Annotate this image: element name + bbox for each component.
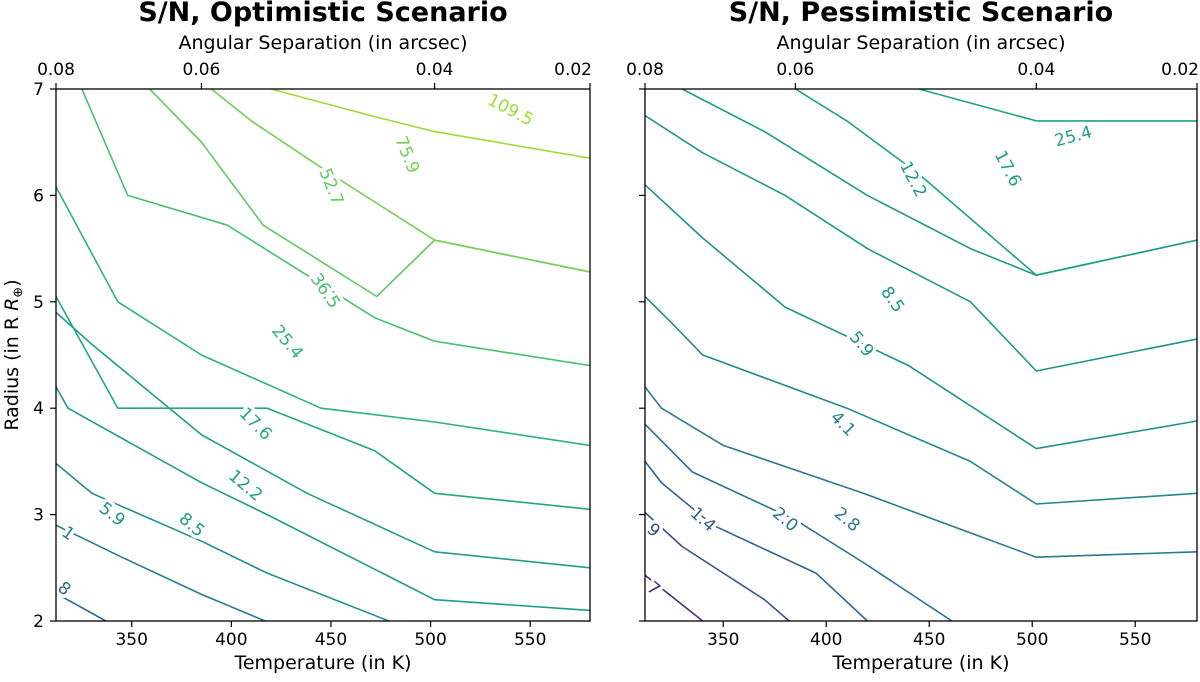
optimistic-contour-label-52.7: 52.7 <box>315 166 348 209</box>
optimistic-xtick-label: 500 <box>414 630 446 650</box>
pessimistic-contour-label-4.1: 4.1 <box>826 408 859 441</box>
pessimistic-contour-25.4 <box>918 89 1197 122</box>
pessimistic-panel: 7 9 1.4 2.0 2.8 4.1 5.9 8.5 12.2 17.6 25.4 350 400 45… <box>626 0 1199 674</box>
optimistic-contour-5.9 <box>56 462 390 621</box>
optimistic-x2tick-label: 0.04 <box>416 60 454 80</box>
optimistic-contour-25.4 <box>56 186 590 447</box>
optimistic-xtick-label: 450 <box>315 630 347 650</box>
pessimistic-contour-label-12.2: 12.2 <box>895 158 930 201</box>
optimistic-panel: 815.9 8.512.217.625.436.552.775.9109.5350… <box>1 0 592 674</box>
pessimistic-xtick-label: 550 <box>1119 630 1151 650</box>
optimistic-contour-1 <box>56 524 266 621</box>
pessimistic-contour-1.4 <box>645 460 868 621</box>
optimistic-x-axis-label: Temperature (in K) <box>233 652 411 674</box>
pessimistic-contour-7 <box>645 574 704 621</box>
pessimistic-contour-label-8.5: 8.5 <box>876 283 908 317</box>
pessimistic-contour-label-2.0: 2.0 <box>768 504 802 537</box>
optimistic-axes-frame <box>55 88 591 622</box>
pessimistic-xtick-label: 350 <box>707 630 739 650</box>
optimistic-contour-36.5 <box>81 89 590 367</box>
pessimistic-contour-label-25.4: 25.4 <box>1053 122 1095 151</box>
pessimistic-contour-label-17.6: 17.6 <box>990 147 1025 190</box>
pessimistic-contour-9 <box>645 511 790 621</box>
pessimistic-contour-2.8 <box>645 386 1197 558</box>
optimistic-contour-109.5 <box>270 89 590 159</box>
pessimistic-xtick-label: 450 <box>913 630 945 650</box>
optimistic-x2tick-label: 0.06 <box>183 60 221 80</box>
pessimistic-contour-label-1.4: 1.4 <box>686 503 719 536</box>
optimistic-x2tick-label: 0.02 <box>554 60 592 80</box>
optimistic-ytick-label: 3 <box>33 506 44 526</box>
optimistic-contour-label-5.9: 5.9 <box>95 498 129 530</box>
optimistic-contour-label-109.5: 109.5 <box>484 90 536 131</box>
pessimistic-x2tick-label: 0.02 <box>1161 60 1199 80</box>
pessimistic-contour-4.1 <box>645 295 1197 505</box>
pessimistic-title: S/N, Pessimistic Scenario <box>729 0 1113 28</box>
optimistic-contour-8.5 <box>56 386 590 612</box>
optimistic-xtick-label: 400 <box>215 630 247 650</box>
optimistic-contour-75.9 <box>210 89 590 273</box>
pessimistic-x2-axis-label: Angular Separation (in arcsec) <box>777 32 1066 54</box>
pessimistic-contour-2.0 <box>645 423 953 621</box>
pessimistic-contour-label-2.8: 2.8 <box>830 504 864 537</box>
optimistic-xtick-label: 550 <box>514 630 546 650</box>
pessimistic-x2tick-label: 0.06 <box>776 60 814 80</box>
optimistic-title: S/N, Optimistic Scenario <box>138 0 507 28</box>
pessimistic-contour-lines <box>645 89 1197 621</box>
optimistic-contour-label-36.5: 36.5 <box>306 270 344 312</box>
pessimistic-contour-5.9 <box>645 184 1197 450</box>
optimistic-contour-label-8: 8 <box>54 578 75 600</box>
optimistic-y-axis-label: Radius (in R R⊕) <box>1 279 26 430</box>
optimistic-contour-label-25.4: 25.4 <box>267 321 307 363</box>
optimistic-ytick-label: 7 <box>33 80 44 100</box>
pessimistic-xtick-label: 400 <box>810 630 842 650</box>
pessimistic-contour-17.6 <box>794 89 1197 276</box>
optimistic-contour-lines <box>56 89 590 621</box>
pessimistic-x-axis-label: Temperature (in K) <box>831 652 1009 674</box>
optimistic-contour-label-8.5: 8.5 <box>175 509 209 542</box>
optimistic-ytick-label: 2 <box>33 612 44 632</box>
pessimistic-contour-8.5 <box>645 114 1197 372</box>
optimistic-ytick-label: 5 <box>33 293 44 313</box>
optimistic-contour-17.6 <box>56 296 590 511</box>
optimistic-xtick-label: 350 <box>115 630 147 650</box>
pessimistic-x2tick-label: 0.04 <box>1017 60 1055 80</box>
pessimistic-x2tick-label: 0.08 <box>626 60 664 80</box>
pessimistic-contour-label-9: 9 <box>643 519 664 541</box>
optimistic-ytick-label: 6 <box>33 186 44 206</box>
optimistic-x2tick-label: 0.08 <box>37 60 75 80</box>
optimistic-ytick-label: 4 <box>33 399 44 419</box>
pessimistic-contour-label-7: 7 <box>643 578 664 600</box>
pessimistic-contour-label-5.9: 5.9 <box>845 328 878 362</box>
optimistic-contour-label-75.9: 75.9 <box>390 134 423 177</box>
optimistic-x2-axis-label: Angular Separation (in arcsec) <box>179 32 468 54</box>
optimistic-contour-8 <box>56 592 107 621</box>
pessimistic-axes-frame <box>644 88 1198 622</box>
optimistic-contour-12.2 <box>56 311 590 569</box>
pessimistic-xtick-label: 500 <box>1016 630 1048 650</box>
optimistic-contour-label-12.2: 12.2 <box>224 466 266 506</box>
